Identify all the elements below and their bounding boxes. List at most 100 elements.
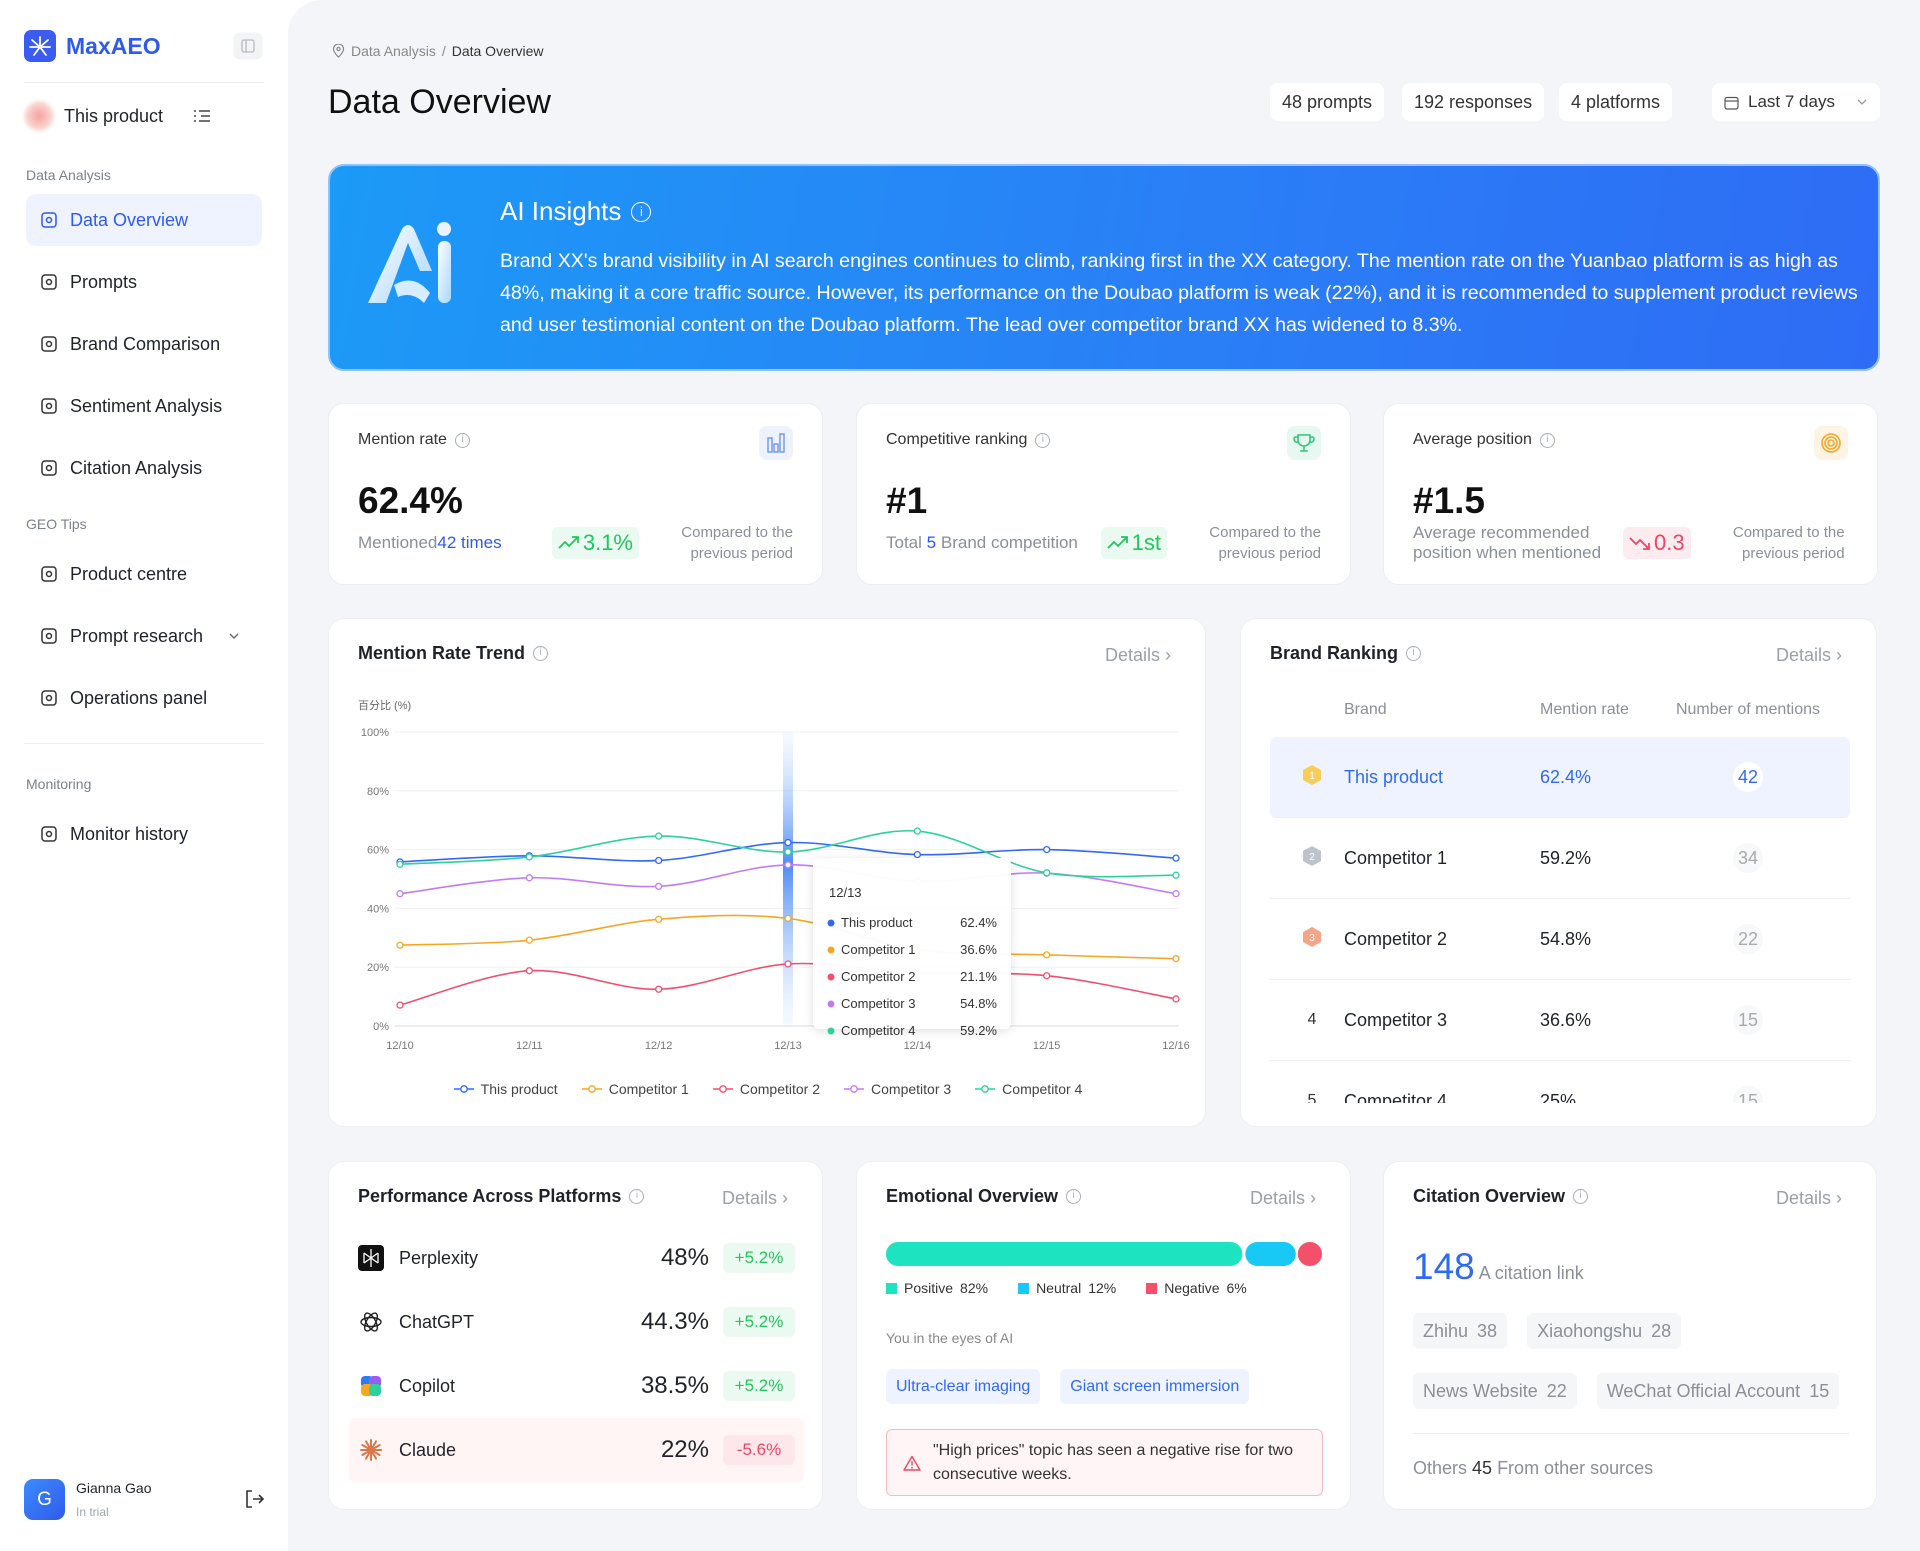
brand-cell: Competitor 1 (1344, 847, 1448, 868)
tag[interactable]: Ultra-clear imaging (886, 1369, 1041, 1404)
data-point (655, 832, 663, 840)
date-range-select[interactable]: Last 7 days (1712, 83, 1880, 121)
platform-row: ChatGPT 44.3% +5.2% (349, 1290, 804, 1354)
legend-name: Neutral (1036, 1280, 1082, 1296)
legend-item[interactable]: Competitor 1 (581, 1081, 689, 1097)
data-point (655, 856, 663, 865)
info-icon: i (1573, 1189, 1589, 1204)
data-point (913, 827, 921, 835)
icon-shape (45, 570, 53, 578)
details-text[interactable]: Details (1775, 1188, 1831, 1208)
sidebar: MaxAEO This product Data Analysis Data Ov… (0, 0, 288, 1551)
tooltip-dot (827, 1027, 835, 1035)
tooltip: 12/13 This product 62.4% Competitor 1 36.6% C… (813, 858, 1011, 1038)
product-switcher[interactable]: This product (64, 106, 164, 126)
legend-item[interactable]: Competitor 3 (844, 1081, 951, 1097)
source-name: Zhihu (1423, 1321, 1469, 1341)
details-text[interactable]: Details (1249, 1188, 1305, 1208)
tooltip-value: 54.8% (960, 996, 997, 1011)
trend-card: Mention Rate Trend i Details › 百分比 (%) 0% 2… (328, 618, 1206, 1127)
nav-item[interactable]: Product centre (26, 543, 262, 605)
breadcrumb-current: Data Overview (451, 43, 544, 59)
tooltip-title: 12/13 (829, 885, 862, 900)
breadcrumb-item[interactable]: Data Analysis (351, 43, 436, 59)
sentiment-legend: Positive 82% Neutral 12% Negative 6% (886, 1280, 1247, 1296)
legend-label: Competitor 4 (1002, 1081, 1083, 1097)
details-link[interactable]: Details › (1249, 1188, 1316, 1208)
legend-dot (850, 1085, 858, 1093)
title-text: Citation Overview (1413, 1186, 1566, 1206)
subtitle: You in the eyes of AI (886, 1330, 1014, 1346)
details-text[interactable]: Details (1104, 645, 1160, 665)
info-icon: i (533, 646, 549, 661)
details-link[interactable]: Details › (1104, 645, 1171, 665)
tag[interactable]: Giant screen immersion (1060, 1369, 1250, 1404)
rank-number: 1 (1309, 771, 1315, 782)
details-text[interactable]: Details (721, 1188, 777, 1208)
medal-shape (1303, 845, 1321, 866)
icon-trophy (1293, 434, 1315, 452)
nav-item[interactable]: Prompts (26, 251, 262, 313)
nav-item[interactable]: Sentiment Analysis (26, 375, 262, 437)
others-suffix: From other sources (1497, 1458, 1654, 1478)
nav-item[interactable]: Operations panel (26, 667, 262, 729)
user-avatar: G (24, 1479, 65, 1520)
kpi-bottom: Average recommended position when mentio… (1413, 522, 1848, 564)
icon-shape (41, 460, 57, 476)
icon-mark (363, 1249, 379, 1267)
details-link[interactable]: Details › (721, 1188, 788, 1208)
data-point (525, 853, 533, 861)
source-chip: Xiaohongshu 28 (1527, 1313, 1682, 1349)
kpi-label-text: Competitive ranking (886, 431, 1028, 448)
tooltip-value: 59.2% (960, 1023, 997, 1038)
nav-item[interactable]: Data Overview (26, 194, 262, 246)
details-link[interactable]: Details › (1775, 645, 1842, 665)
nav-icon (41, 274, 57, 290)
kpi-detail-em: 42 times (437, 533, 502, 552)
info-icon: i (454, 432, 470, 448)
chevron (1857, 99, 1867, 105)
source-name: Xiaohongshu (1537, 1321, 1643, 1341)
platform-name: Claude (399, 1439, 457, 1460)
logout-button[interactable] (244, 1489, 264, 1509)
nav-item[interactable]: Brand Comparison (26, 313, 262, 375)
rank-medal: 2 (1303, 845, 1321, 866)
data-point (525, 967, 533, 975)
details-text[interactable]: Details (1775, 645, 1831, 665)
platform-value: 38.5% (640, 1372, 709, 1399)
nav-icon (41, 336, 57, 352)
stat-pill: 4 platforms (1559, 83, 1673, 121)
platform-change: +5.2% (723, 1243, 795, 1273)
nav-item[interactable]: Prompt research (26, 605, 262, 667)
nav-item[interactable]: Citation Analysis (26, 437, 262, 499)
legend-symbol (844, 1085, 865, 1093)
nav-label: Citation Analysis (70, 457, 203, 478)
icon-shape (41, 398, 57, 414)
kpi-detail-em: 5 (926, 533, 937, 552)
platform-name: Copilot (399, 1375, 456, 1396)
platform-row: Copilot 38.5% +5.2% (349, 1354, 804, 1418)
table-row: 1 This product 62.4% 42 (1270, 737, 1850, 818)
details-link[interactable]: Details › (1775, 1188, 1842, 1208)
data-point (525, 874, 533, 882)
icon-shape (41, 628, 57, 644)
kpi-detail-before: Mentioned (358, 533, 438, 552)
nav-icon (41, 690, 57, 706)
legend-item[interactable]: Competitor 2 (712, 1081, 820, 1097)
total: 148 (1413, 1246, 1475, 1287)
nav-item[interactable]: Monitor history (26, 803, 262, 865)
rate-cell: 36.6% (1540, 1009, 1592, 1030)
navigation: Data Analysis Data Overview Prompts Brand C… (0, 165, 288, 865)
legend-dot (459, 1085, 468, 1093)
total-label: A citation link (1478, 1263, 1584, 1283)
data-point (655, 882, 663, 891)
collapse-button[interactable] (233, 32, 263, 60)
user-status: In trial (76, 1505, 109, 1519)
legend-item[interactable]: This product (453, 1081, 558, 1097)
data-point (1172, 854, 1180, 862)
kpi-change: 1st (1100, 527, 1167, 559)
legend-item[interactable]: Competitor 4 (975, 1081, 1082, 1097)
y-tick-label: 40% (367, 903, 389, 915)
tooltip-dot (827, 919, 835, 927)
icon-shape (45, 830, 53, 838)
